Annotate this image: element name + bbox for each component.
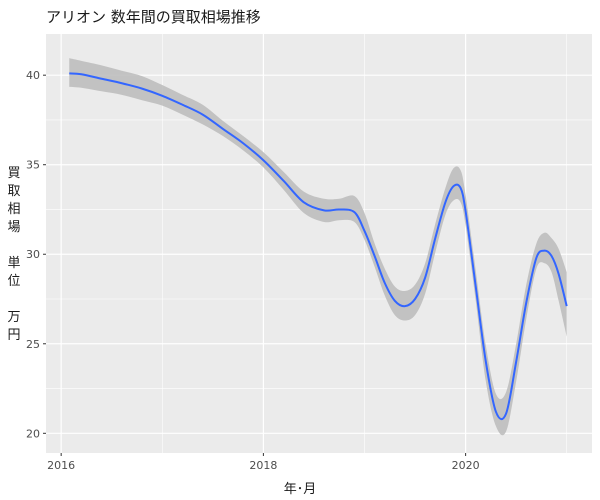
y-axis-label-char: 円	[7, 328, 21, 343]
y-tick-label: 40	[26, 69, 40, 82]
y-axis-label-char: 相	[7, 202, 21, 217]
x-tick-label: 2016	[47, 459, 75, 472]
y-axis-label-char: 買	[7, 166, 21, 181]
y-axis-label-char: 万	[7, 310, 21, 325]
y-tick-label: 30	[26, 248, 40, 261]
y-tick-label: 35	[26, 159, 40, 172]
y-tick-label: 25	[26, 338, 40, 351]
y-axis-label: 買取相場 単位 万円	[5, 165, 23, 345]
y-axis-label-char: 取	[7, 184, 21, 199]
y-tick-label: 20	[26, 427, 40, 440]
y-axis-label-char: 位	[7, 274, 21, 289]
x-axis-label: 年･月	[283, 482, 317, 497]
y-axis-label-char: 単	[7, 256, 21, 271]
panel-background	[46, 34, 592, 453]
y-axis-label-char: 場	[7, 220, 21, 235]
x-tick-label: 2020	[452, 459, 480, 472]
x-tick-label: 2018	[249, 459, 277, 472]
smooth-line	[69, 72, 568, 421]
chart-title: アリオン 数年間の買取相場推移	[46, 8, 261, 26]
